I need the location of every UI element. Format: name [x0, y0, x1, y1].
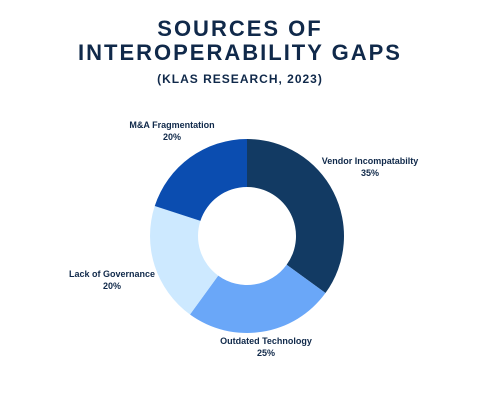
chart-title-line-1: SOURCES OF [157, 16, 323, 41]
slice-outdated-technology [189, 264, 326, 333]
slice-value-m-a-fragmentation: 20% [163, 132, 181, 142]
slice-labels: Vendor Incompatabilty 35% Outdated Technol… [69, 120, 418, 358]
slice-label-vendor-incompatabilty: Vendor Incompatabilty [322, 156, 419, 166]
slice-value-vendor-incompatabilty: 35% [361, 168, 379, 178]
slice-value-outdated-technology: 25% [257, 348, 275, 358]
chart-title-line-2: INTEROPERABILITY GAPS [78, 40, 402, 65]
slice-label-m-a-fragmentation: M&A Fragmentation [129, 120, 214, 130]
slice-m-a-fragmentation [154, 139, 247, 221]
slice-vendor-incompatabilty [247, 139, 344, 294]
slice-lack-of-governance [150, 206, 219, 315]
slice-label-outdated-technology: Outdated Technology [220, 336, 312, 346]
donut-slices [150, 139, 344, 333]
slice-value-lack-of-governance: 20% [103, 281, 121, 291]
chart-subtitle: (KLAS RESEARCH, 2023) [157, 72, 323, 86]
slice-label-lack-of-governance: Lack of Governance [69, 269, 155, 279]
